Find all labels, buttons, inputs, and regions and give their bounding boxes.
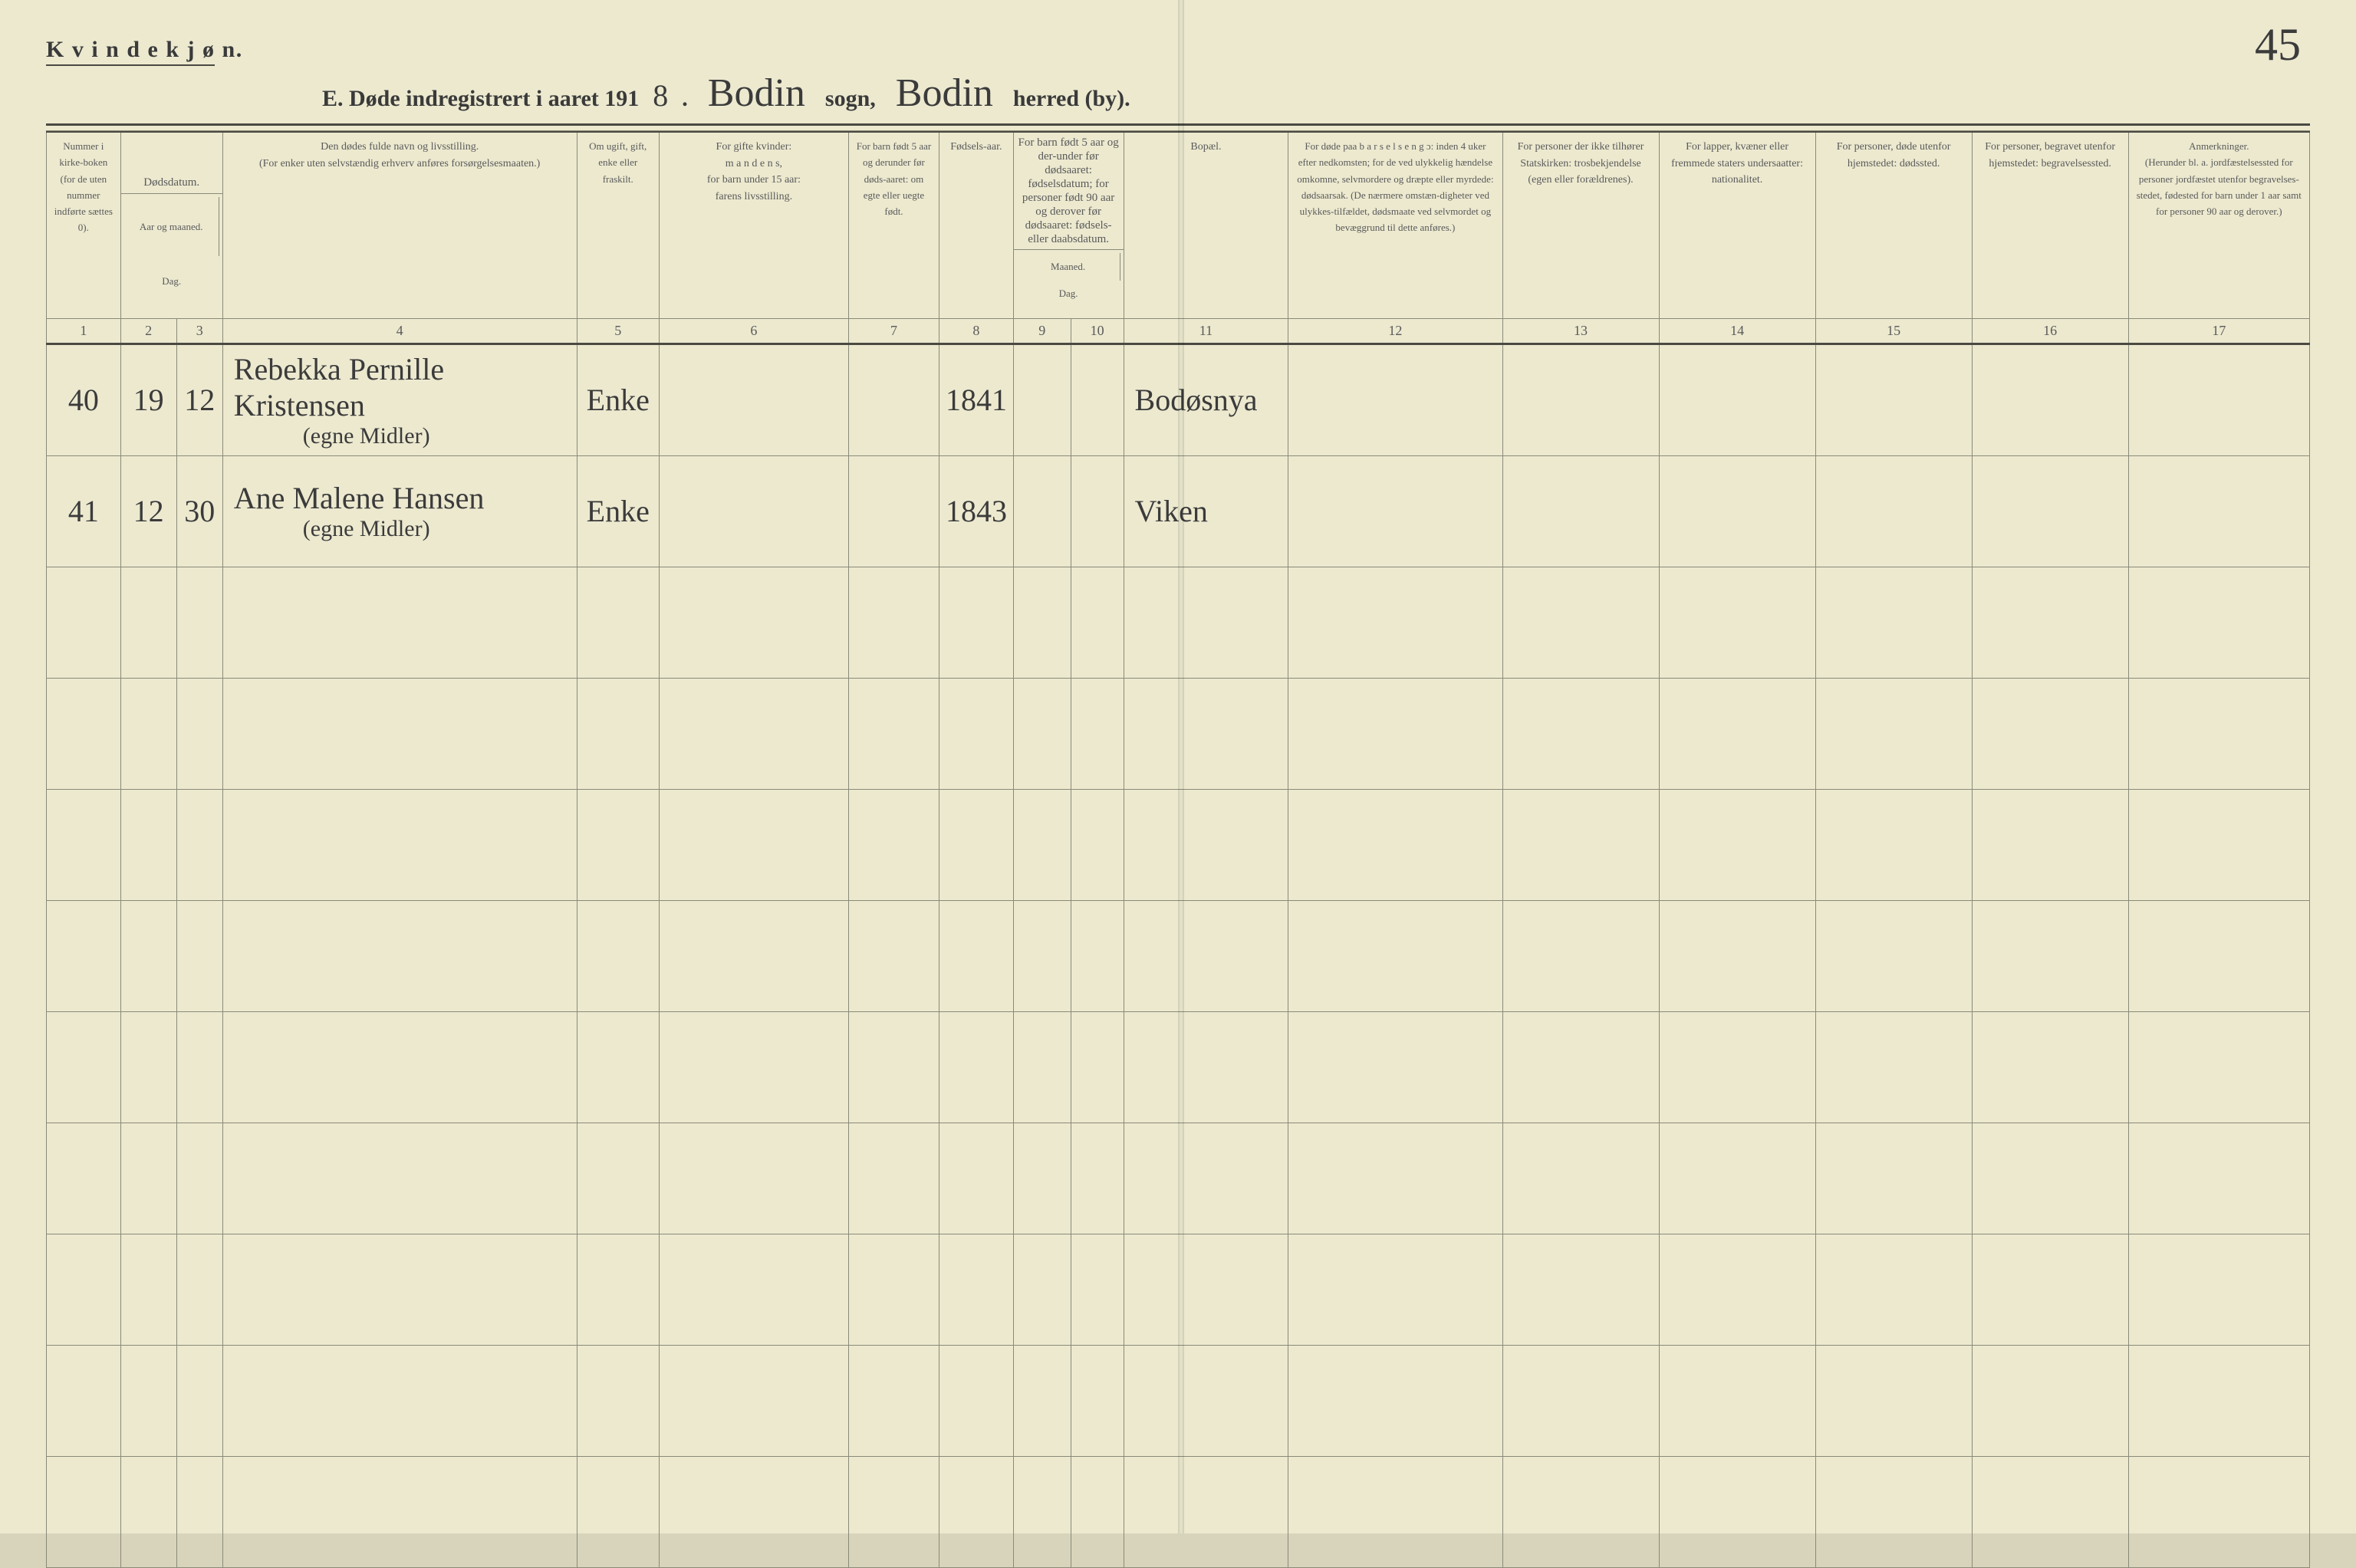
table-row bbox=[47, 567, 2310, 678]
table-row bbox=[47, 678, 2310, 789]
col-header-4: Den dødes fulde navn og livsstilling. (F… bbox=[222, 132, 577, 319]
gender-label: K v i n d e k j ø n. bbox=[46, 37, 2310, 66]
col-header-14: For lapper, kvæner eller fremmede stater… bbox=[1659, 132, 1815, 319]
cell-col6 bbox=[659, 344, 848, 455]
cell-num: 41 bbox=[47, 455, 121, 567]
cell-col9 bbox=[1013, 344, 1071, 455]
col-header-8: Fødsels-aar. bbox=[939, 132, 1014, 319]
cell-col10 bbox=[1071, 455, 1124, 567]
col-header-7: For barn født 5 aar og derunder før døds… bbox=[848, 132, 939, 319]
page-number: 45 bbox=[2255, 18, 2301, 71]
colnum-4: 4 bbox=[222, 319, 577, 344]
title-sogn-label: sogn, bbox=[825, 86, 876, 112]
cell-residence: Viken bbox=[1124, 455, 1288, 567]
cell-col10 bbox=[1071, 344, 1124, 455]
col-header-5: Om ugift, gift, enke eller fraskilt. bbox=[577, 132, 659, 319]
table-row bbox=[47, 1011, 2310, 1123]
header-row: Nummer i kirke-boken (for de uten nummer… bbox=[47, 132, 2310, 319]
title-dot: . bbox=[682, 86, 688, 112]
cell-col12 bbox=[1288, 344, 1502, 455]
colnum-13: 13 bbox=[1502, 319, 1659, 344]
col-header-11: Bopæl. bbox=[1124, 132, 1288, 319]
cell-residence: Bodøsnya bbox=[1124, 344, 1288, 455]
cell-dag: 30 bbox=[176, 455, 222, 567]
cell-name: Ane Malene Hansen (egne Midler) bbox=[222, 455, 577, 567]
title-year-digit: 8 bbox=[653, 77, 668, 113]
colnum-7: 7 bbox=[848, 319, 939, 344]
colnum-11: 11 bbox=[1124, 319, 1288, 344]
colnum-12: 12 bbox=[1288, 319, 1502, 344]
colnum-16: 16 bbox=[1972, 319, 2128, 344]
cell-col17 bbox=[2128, 344, 2309, 455]
table-row bbox=[47, 789, 2310, 900]
cell-col16 bbox=[1972, 344, 2128, 455]
colnum-14: 14 bbox=[1659, 319, 1815, 344]
col-header-15: For personer, døde utenfor hjemstedet: d… bbox=[1815, 132, 1972, 319]
cell-col14 bbox=[1659, 455, 1815, 567]
table-row: 40 19 12 Rebekka Pernille Kristensen (eg… bbox=[47, 344, 2310, 455]
cell-dag: 12 bbox=[176, 344, 222, 455]
table-row bbox=[47, 1123, 2310, 1234]
cell-col13 bbox=[1502, 344, 1659, 455]
cell-col6 bbox=[659, 455, 848, 567]
colnum-3: 3 bbox=[176, 319, 222, 344]
cell-num: 40 bbox=[47, 344, 121, 455]
col-header-9-10: For barn født 5 aar og der-under før død… bbox=[1013, 132, 1124, 319]
column-number-row: 1 2 3 4 5 6 7 8 9 10 11 12 13 14 15 16 1… bbox=[47, 319, 2310, 344]
cell-col7 bbox=[848, 344, 939, 455]
title-prefix: E. Døde indregistrert i aaret 191 bbox=[322, 86, 639, 112]
cell-col12 bbox=[1288, 455, 1502, 567]
cell-aar-maaned: 12 bbox=[120, 455, 176, 567]
top-rule bbox=[46, 123, 2310, 131]
cell-col7 bbox=[848, 455, 939, 567]
title-sogn-hand: Bodin bbox=[702, 71, 811, 116]
cell-birth-year: 1841 bbox=[939, 344, 1014, 455]
table-row bbox=[47, 1456, 2310, 1567]
colnum-5: 5 bbox=[577, 319, 659, 344]
colnum-2: 2 bbox=[120, 319, 176, 344]
cell-col9 bbox=[1013, 455, 1071, 567]
title-herred-hand: Bodin bbox=[890, 71, 999, 116]
cell-col13 bbox=[1502, 455, 1659, 567]
register-body: 40 19 12 Rebekka Pernille Kristensen (eg… bbox=[47, 344, 2310, 1567]
col-header-1: Nummer i kirke-boken (for de uten nummer… bbox=[47, 132, 121, 319]
title-herred-label: herred (by). bbox=[1013, 86, 1130, 112]
cell-status: Enke bbox=[577, 455, 659, 567]
register-table: Nummer i kirke-boken (for de uten nummer… bbox=[46, 131, 2310, 1568]
register-sheet: 45 K v i n d e k j ø n. E. Døde indregis… bbox=[0, 0, 2356, 1533]
cell-col15 bbox=[1815, 455, 1972, 567]
table-row bbox=[47, 900, 2310, 1011]
table-row: 41 12 30 Ane Malene Hansen (egne Midler)… bbox=[47, 455, 2310, 567]
cell-col14 bbox=[1659, 344, 1815, 455]
colnum-8: 8 bbox=[939, 319, 1014, 344]
cell-col17 bbox=[2128, 455, 2309, 567]
col-header-2-3: Dødsdatum. Aar og maaned. Dag. bbox=[120, 132, 222, 319]
cell-birth-year: 1843 bbox=[939, 455, 1014, 567]
colnum-15: 15 bbox=[1815, 319, 1972, 344]
colnum-10: 10 bbox=[1071, 319, 1124, 344]
cell-col15 bbox=[1815, 344, 1972, 455]
cell-aar-maaned: 19 bbox=[120, 344, 176, 455]
colnum-9: 9 bbox=[1013, 319, 1071, 344]
cell-status: Enke bbox=[577, 344, 659, 455]
table-row bbox=[47, 1345, 2310, 1456]
cell-name: Rebekka Pernille Kristensen (egne Midler… bbox=[222, 344, 577, 455]
col-header-16: For personer, begravet utenfor hjemstede… bbox=[1972, 132, 2128, 319]
colnum-6: 6 bbox=[659, 319, 848, 344]
title-row: E. Døde indregistrert i aaret 191 8 . Bod… bbox=[322, 71, 2310, 116]
cell-col16 bbox=[1972, 455, 2128, 567]
col-header-17: Anmerkninger. (Herunder bl. a. jordfæste… bbox=[2128, 132, 2309, 319]
colnum-17: 17 bbox=[2128, 319, 2309, 344]
col-header-6: For gifte kvinder: m a n d e n s, for ba… bbox=[659, 132, 848, 319]
table-row bbox=[47, 1234, 2310, 1345]
colnum-1: 1 bbox=[47, 319, 121, 344]
col-header-12: For døde paa b a r s e l s e n g ɔ: inde… bbox=[1288, 132, 1502, 319]
col-header-13: For personer der ikke tilhører Statskirk… bbox=[1502, 132, 1659, 319]
